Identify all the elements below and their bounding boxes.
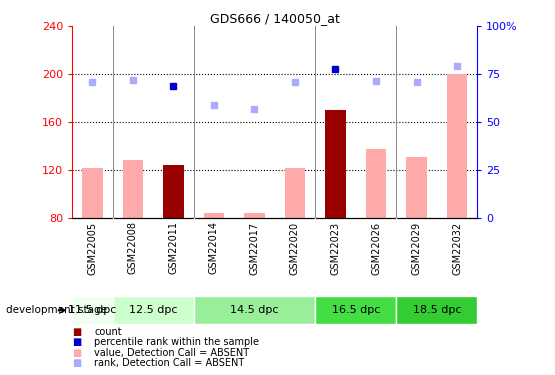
- Bar: [366, 149, 386, 217]
- Bar: [285, 168, 305, 217]
- Text: percentile rank within the sample: percentile rank within the sample: [94, 338, 259, 347]
- Bar: [447, 74, 467, 217]
- Title: GDS666 / 140050_at: GDS666 / 140050_at: [210, 12, 340, 25]
- Bar: [72, 296, 113, 324]
- Text: ■: ■: [72, 348, 82, 358]
- Text: GSM22005: GSM22005: [87, 221, 98, 274]
- Bar: [325, 110, 346, 218]
- Bar: [113, 296, 194, 324]
- Text: ■: ■: [72, 358, 82, 368]
- Text: GSM22011: GSM22011: [168, 221, 179, 274]
- Text: 16.5 dpc: 16.5 dpc: [331, 305, 380, 315]
- Text: ■: ■: [72, 338, 82, 347]
- Text: 12.5 dpc: 12.5 dpc: [129, 305, 178, 315]
- Bar: [204, 213, 224, 217]
- Text: development stage: development stage: [6, 305, 107, 315]
- Text: count: count: [94, 327, 122, 337]
- Text: GSM22023: GSM22023: [330, 221, 341, 274]
- Text: GSM22008: GSM22008: [128, 221, 138, 274]
- Bar: [406, 156, 427, 218]
- Text: value, Detection Call = ABSENT: value, Detection Call = ABSENT: [94, 348, 250, 358]
- Bar: [123, 160, 143, 218]
- Text: 18.5 dpc: 18.5 dpc: [412, 305, 461, 315]
- Text: GSM22014: GSM22014: [209, 221, 219, 274]
- Bar: [163, 165, 184, 218]
- Text: 11.5 dpc: 11.5 dpc: [68, 305, 117, 315]
- Text: GSM22017: GSM22017: [249, 221, 260, 274]
- Bar: [396, 296, 477, 324]
- Bar: [194, 296, 315, 324]
- Text: GSM22020: GSM22020: [290, 221, 300, 274]
- Text: GSM22026: GSM22026: [371, 221, 381, 274]
- Bar: [82, 168, 103, 217]
- Text: GSM22032: GSM22032: [452, 221, 462, 274]
- Text: ■: ■: [72, 327, 82, 337]
- Bar: [315, 296, 396, 324]
- Text: 14.5 dpc: 14.5 dpc: [230, 305, 279, 315]
- Text: rank, Detection Call = ABSENT: rank, Detection Call = ABSENT: [94, 358, 245, 368]
- Text: GSM22029: GSM22029: [411, 221, 422, 274]
- Bar: [244, 213, 265, 217]
